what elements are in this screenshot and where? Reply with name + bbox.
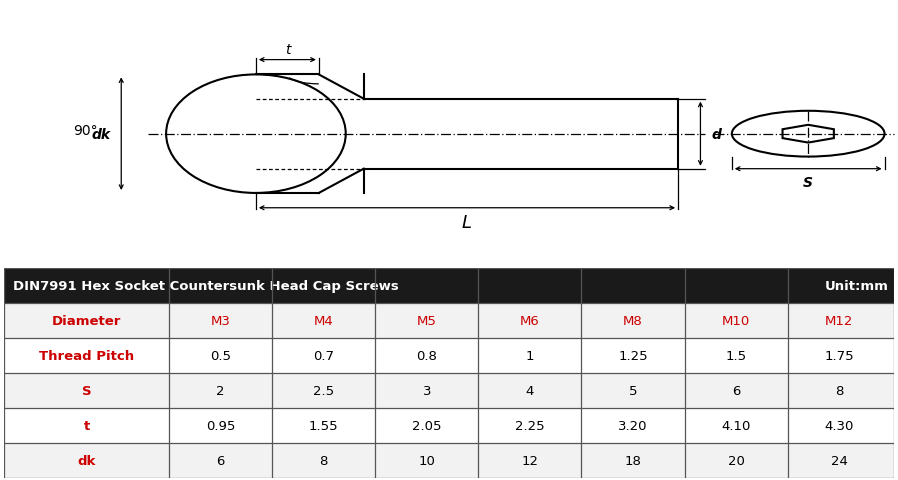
Text: 4.10: 4.10 <box>721 419 751 432</box>
Text: 5: 5 <box>629 384 638 397</box>
Text: 0.95: 0.95 <box>206 419 235 432</box>
Text: t: t <box>84 419 90 432</box>
FancyBboxPatch shape <box>4 443 894 478</box>
Text: Thread Pitch: Thread Pitch <box>40 349 135 362</box>
Text: M12: M12 <box>825 314 853 327</box>
FancyBboxPatch shape <box>4 373 894 408</box>
Text: 8: 8 <box>835 384 843 397</box>
Text: M6: M6 <box>520 314 540 327</box>
Text: 3: 3 <box>423 384 431 397</box>
Text: 18: 18 <box>625 454 641 467</box>
Text: 90°: 90° <box>73 123 98 137</box>
Text: 8: 8 <box>320 454 328 467</box>
Text: 12: 12 <box>522 454 539 467</box>
Text: 1.55: 1.55 <box>309 419 339 432</box>
Text: 2.05: 2.05 <box>412 419 442 432</box>
Text: 20: 20 <box>727 454 744 467</box>
Text: 1: 1 <box>525 349 534 362</box>
Text: M4: M4 <box>313 314 333 327</box>
Text: M5: M5 <box>417 314 436 327</box>
Text: 2.25: 2.25 <box>515 419 545 432</box>
Text: 3.20: 3.20 <box>619 419 647 432</box>
Text: 10: 10 <box>418 454 436 467</box>
Text: Diameter: Diameter <box>52 314 121 327</box>
Text: 0.8: 0.8 <box>417 349 437 362</box>
Text: t: t <box>285 42 290 57</box>
FancyBboxPatch shape <box>4 304 894 338</box>
Text: 0.7: 0.7 <box>313 349 334 362</box>
Text: 1.25: 1.25 <box>618 349 647 362</box>
FancyBboxPatch shape <box>4 269 894 304</box>
Text: M10: M10 <box>722 314 750 327</box>
Text: M8: M8 <box>623 314 643 327</box>
Text: S: S <box>803 175 814 189</box>
Text: 4: 4 <box>525 384 534 397</box>
Text: Unit:mm: Unit:mm <box>825 280 889 293</box>
Text: 1.75: 1.75 <box>824 349 854 362</box>
Text: 6: 6 <box>216 454 224 467</box>
Text: DIN7991 Hex Socket Countersunk Head Cap Screws: DIN7991 Hex Socket Countersunk Head Cap … <box>13 280 399 293</box>
Text: 6: 6 <box>732 384 740 397</box>
Text: dk: dk <box>77 454 96 467</box>
Text: 4.30: 4.30 <box>824 419 854 432</box>
FancyBboxPatch shape <box>4 338 894 373</box>
Text: 24: 24 <box>831 454 848 467</box>
Text: L: L <box>462 214 472 232</box>
FancyBboxPatch shape <box>4 408 894 443</box>
Text: 2: 2 <box>216 384 224 397</box>
Text: dk: dk <box>92 127 110 142</box>
Text: d: d <box>711 127 721 142</box>
Text: 1.5: 1.5 <box>726 349 747 362</box>
Text: S: S <box>82 384 92 397</box>
Text: M3: M3 <box>211 314 231 327</box>
Text: 2.5: 2.5 <box>313 384 334 397</box>
Text: 0.5: 0.5 <box>210 349 231 362</box>
